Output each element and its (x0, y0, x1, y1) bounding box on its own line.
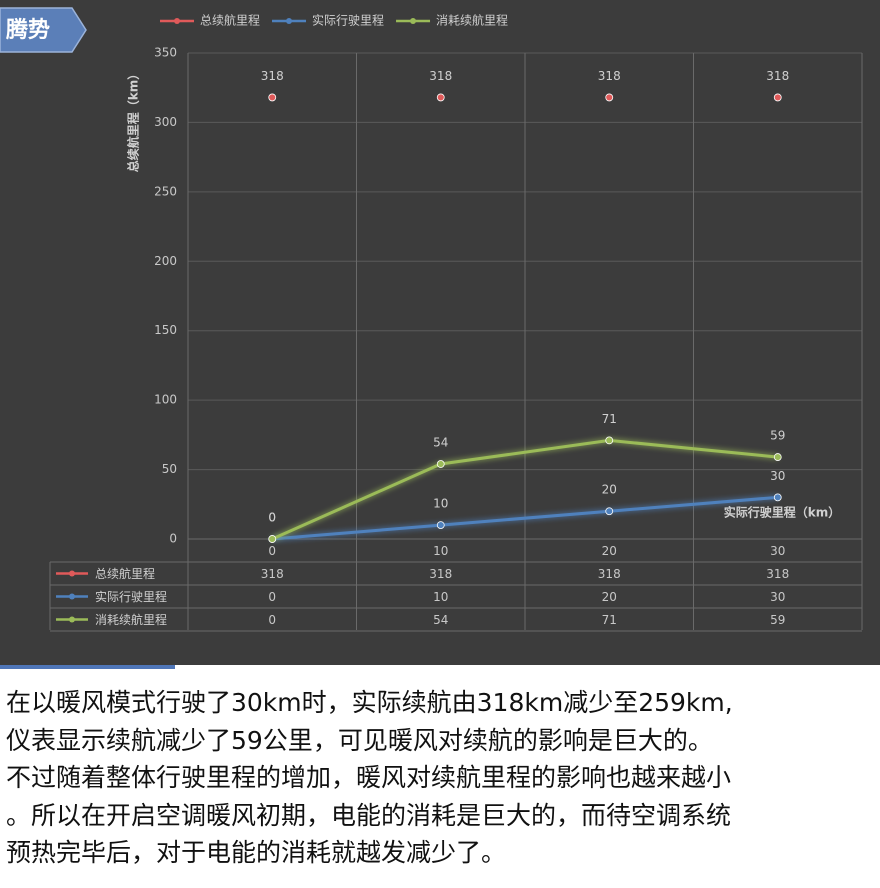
table-cell: 318 (429, 567, 452, 581)
data-point (268, 93, 277, 102)
table-row-header: 实际行驶里程 (95, 589, 167, 604)
table-legend-marker (69, 616, 75, 623)
y-tick-label: 200 (154, 254, 177, 268)
series-line (271, 438, 778, 541)
table-cell: 10 (433, 590, 448, 604)
table-cell: 0 (268, 613, 276, 627)
data-label: 10 (433, 497, 448, 511)
data-label: 318 (598, 69, 621, 83)
paragraph: 在以暖风模式行驶了30km时，实际续航由318km减少至259km, 仪表显示续… (6, 684, 878, 872)
table-legend-marker (69, 593, 75, 600)
y-tick-label: 0 (169, 532, 177, 546)
chart-background (0, 0, 880, 665)
table-cell: 318 (261, 567, 284, 581)
data-label: 54 (433, 436, 448, 450)
data-point (436, 521, 445, 530)
paragraph-line: 预热完毕后，对于电能的消耗就越发减少了。 (6, 838, 507, 867)
chart: 腾势 总续航里程（km） 实际行驶里程（km） 0501001502002503… (0, 0, 880, 669)
y-tick-label: 350 (154, 46, 177, 60)
table-row-header: 消耗续航里程 (95, 612, 167, 627)
legend-marker (410, 18, 417, 24)
data-label: 71 (602, 412, 617, 426)
data-label: 20 (602, 483, 617, 497)
paragraph-line: 。所以在开启空调暖风初期，电能的消耗是巨大的，而待空调系统 (6, 800, 732, 830)
divider (0, 665, 175, 669)
y-tick-label: 250 (154, 184, 177, 198)
y-axis-title: 总续航里程（km） (126, 68, 141, 173)
data-point (605, 93, 614, 102)
legend-marker (286, 18, 293, 24)
paragraph-line: 在以暖风模式行驶了30km时，实际续航由318km减少至259km, (6, 688, 733, 717)
data-label: 318 (429, 69, 452, 83)
logo-text: 腾势 (6, 17, 50, 43)
legend-label: 实际行驶里程 (312, 13, 384, 28)
logo-badge (0, 7, 87, 53)
data-point (773, 493, 782, 502)
legend-marker (174, 18, 180, 24)
paragraph-line: 不过随着整体行驶里程的增加，暖风对续航里程的影响也越来越小 (6, 763, 732, 792)
y-tick-label: 150 (154, 323, 177, 337)
data-point (605, 507, 614, 516)
table-cell: 20 (602, 590, 617, 604)
table-legend-marker (69, 570, 75, 577)
table-cell: 318 (598, 567, 621, 581)
data-point (268, 535, 277, 543)
y-tick-label: 100 (154, 393, 177, 407)
data-point (605, 436, 614, 445)
data-label: 0 (268, 511, 276, 525)
data-label: 0 (268, 511, 276, 525)
data-label: 30 (770, 469, 785, 483)
data-label: 318 (766, 69, 789, 83)
x-tick-label: 0 (268, 544, 276, 558)
table-cell: 71 (602, 613, 617, 627)
y-tick-label: 50 (162, 462, 177, 476)
table-cell: 54 (433, 613, 448, 627)
data-label: 59 (770, 429, 785, 443)
legend-label: 消耗续航里程 (436, 13, 508, 28)
table-cell: 318 (766, 567, 789, 581)
x-axis-title: 实际行驶里程（km） (724, 505, 841, 520)
data-label: 318 (261, 69, 284, 83)
x-tick-label: 10 (433, 544, 448, 558)
y-tick-label: 300 (154, 115, 177, 129)
paragraph-line: 仪表显示续航减少了59公里，可见暖风对续航的影响是巨大的。 (6, 725, 713, 755)
data-point (436, 93, 445, 102)
legend-label: 总续航里程 (200, 13, 260, 28)
table-cell: 0 (268, 590, 276, 604)
table-row-header: 总续航里程 (95, 566, 155, 581)
x-tick-label: 20 (602, 544, 617, 558)
series-line (272, 495, 778, 541)
data-point (436, 460, 445, 468)
data-point (773, 453, 782, 461)
table-cell: 30 (770, 590, 785, 604)
x-tick-label: 30 (770, 544, 785, 558)
table-cell: 59 (770, 613, 785, 627)
data-point (773, 93, 782, 102)
